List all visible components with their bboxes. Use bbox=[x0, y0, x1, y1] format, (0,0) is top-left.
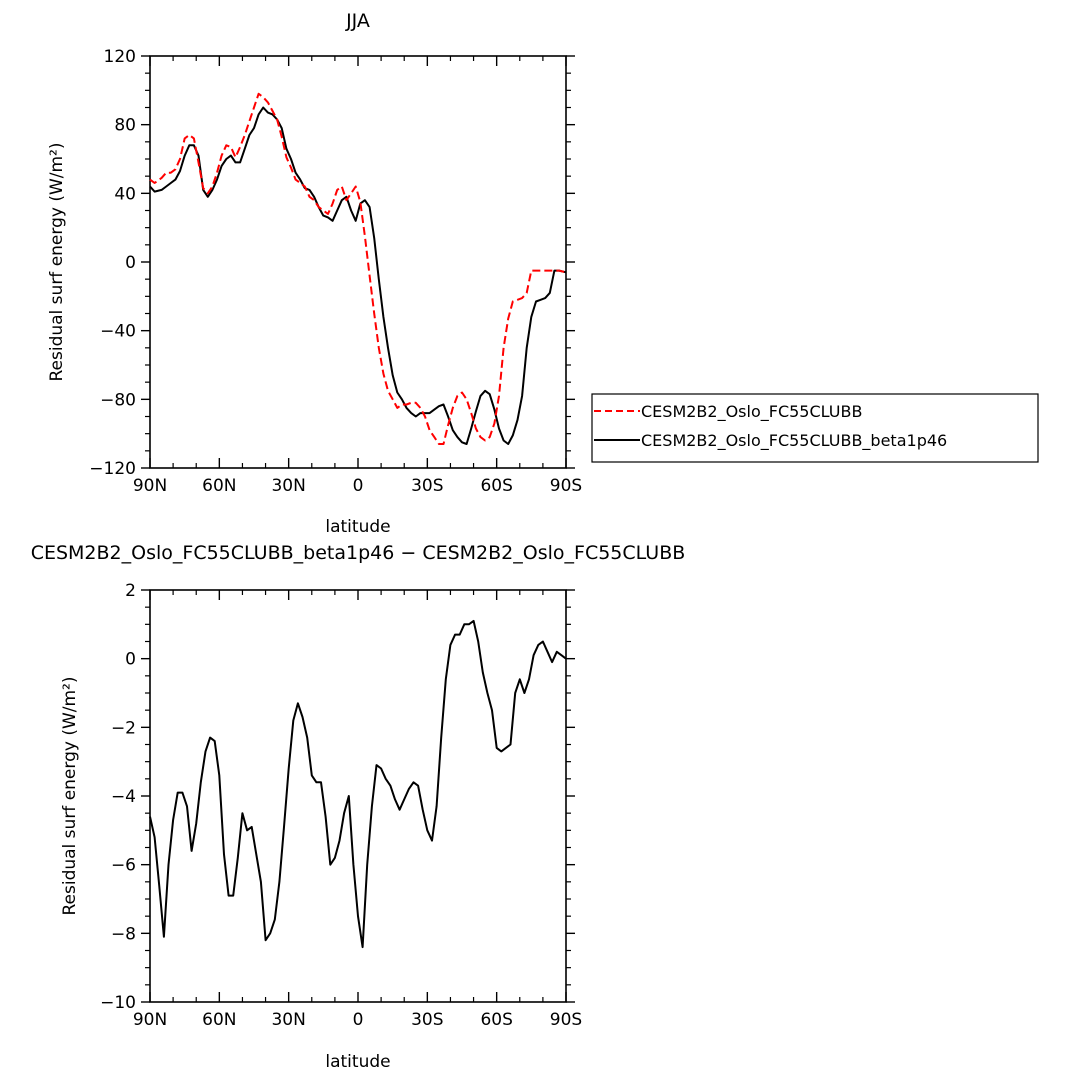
top-ytick-label: 40 bbox=[114, 184, 136, 204]
top-panel-ylabel: Residual surf energy (W/m²) bbox=[47, 142, 67, 381]
bottom-panel-ylabel: Residual surf energy (W/m²) bbox=[60, 676, 80, 915]
bottom-ytick-label: 0 bbox=[125, 650, 136, 670]
top-panel-frame bbox=[149, 55, 567, 469]
top-ytick-label: 80 bbox=[114, 116, 136, 136]
bottom-panel-tick-labels: 90N 60N 30N 0 30S 60S 90S 2 0 −2 −4 −6 −8 −10 bbox=[100, 581, 582, 1030]
bottom-panel-frame bbox=[149, 589, 567, 1003]
bottom-panel-xlabel: latitude bbox=[325, 1052, 390, 1072]
bottom-xtick-label: 60S bbox=[480, 1010, 512, 1030]
top-ytick-label: −120 bbox=[89, 459, 136, 479]
bottom-ytick-label: 2 bbox=[125, 581, 136, 601]
bottom-ytick-label: −6 bbox=[111, 856, 136, 876]
bottom-panel-title: CESM2B2_Oslo_FC55CLUBB_beta1p46 − CESM2B… bbox=[31, 542, 686, 564]
top-series-line-cesm2b2-oslo-fc55clubb bbox=[149, 92, 567, 445]
top-xtick-label: 60S bbox=[480, 476, 512, 496]
bottom-ytick-label: −10 bbox=[100, 993, 136, 1013]
bottom-ytick-label: −2 bbox=[111, 718, 136, 738]
legend-box bbox=[591, 393, 1039, 463]
top-ytick-label: −40 bbox=[100, 322, 136, 342]
bottom-xtick-label: 90N bbox=[133, 1010, 167, 1030]
top-xtick-label: 90N bbox=[133, 476, 167, 496]
bottom-xtick-label: 90S bbox=[550, 1010, 582, 1030]
top-ytick-label: −80 bbox=[100, 390, 136, 410]
bottom-xtick-label: 60N bbox=[202, 1010, 236, 1030]
top-panel-title: JJA bbox=[345, 10, 370, 32]
bottom-xtick-label: 0 bbox=[353, 1010, 364, 1030]
top-xtick-label: 60N bbox=[202, 476, 236, 496]
bottom-xtick-label: 30S bbox=[411, 1010, 443, 1030]
top-panel-series bbox=[149, 92, 567, 445]
bottom-xtick-label: 30N bbox=[271, 1010, 305, 1030]
top-xtick-label: 30S bbox=[411, 476, 443, 496]
legend-label-cesm2b2-oslo-fc55clubb: CESM2B2_Oslo_FC55CLUBB bbox=[641, 402, 862, 422]
bottom-panel-ticks bbox=[141, 589, 575, 1003]
top-series-line-cesm2b2-oslo-fc55clubb-beta1p46 bbox=[149, 106, 567, 445]
bottom-ytick-label: −8 bbox=[111, 924, 136, 944]
top-ytick-label: 120 bbox=[104, 47, 136, 67]
top-xtick-label: 90S bbox=[550, 476, 582, 496]
legend: CESM2B2_Oslo_FC55CLUBB CESM2B2_Oslo_FC55… bbox=[591, 393, 1039, 463]
top-panel-xlabel: latitude bbox=[325, 517, 390, 537]
top-ytick-label: 0 bbox=[125, 253, 136, 273]
bottom-ytick-label: −4 bbox=[111, 787, 136, 807]
legend-label-cesm2b2-oslo-fc55clubb-beta1p46: CESM2B2_Oslo_FC55CLUBB_beta1p46 bbox=[641, 431, 947, 451]
bottom-panel-series bbox=[149, 619, 567, 949]
top-xtick-label: 30N bbox=[271, 476, 305, 496]
top-panel-ticks bbox=[141, 55, 575, 469]
top-panel-tick-labels: 90N 60N 30N 0 30S 60S 90S 120 80 40 0 −40 −80 −120 bbox=[89, 47, 582, 496]
top-xtick-label: 0 bbox=[353, 476, 364, 496]
bottom-series-line-difference bbox=[149, 619, 567, 949]
